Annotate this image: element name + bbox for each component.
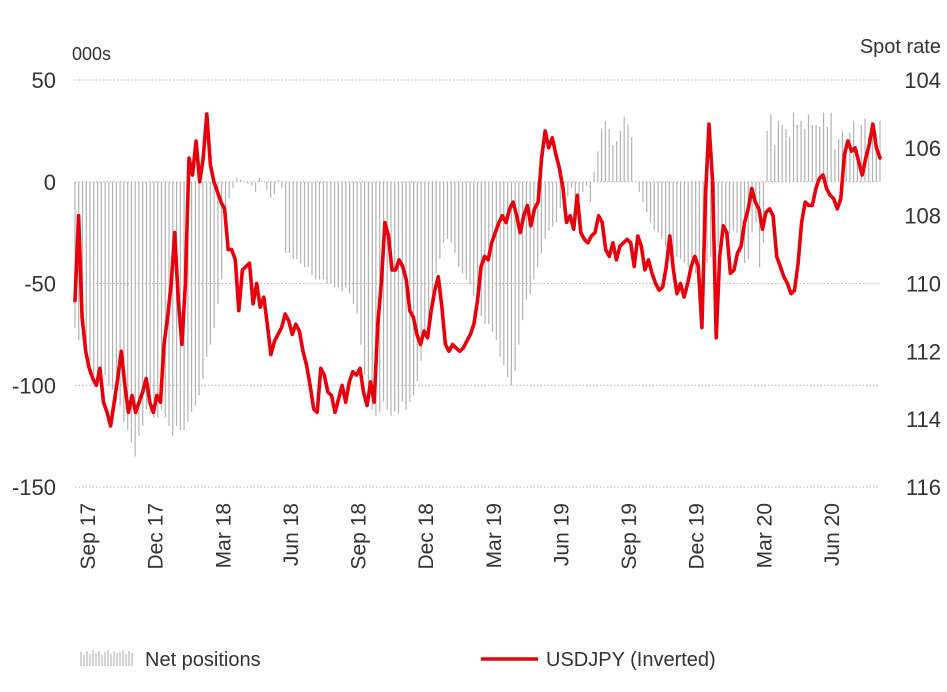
usdjpy-legend-label: USDJPY (Inverted) (546, 649, 716, 671)
x-tick-label: Sep 17 (77, 503, 100, 570)
left-axis-ticks: 50 0 -50 -100 -150 (12, 68, 56, 500)
x-tick-label: Mar 18 (212, 503, 235, 568)
right-tick-label: 104 (904, 68, 941, 93)
left-tick-label: -100 (12, 373, 56, 398)
right-tick-label: 106 (904, 136, 941, 161)
right-tick-label: 110 (906, 272, 941, 297)
right-axis-label: Spot rate (860, 36, 941, 58)
net-positions-legend-label: Net positions (145, 649, 261, 671)
x-tick-label: Jun 20 (821, 503, 844, 566)
right-tick-label: 116 (906, 475, 941, 500)
x-tick-label: Jun 19 (550, 503, 573, 566)
x-tick-label: Dec 19 (686, 503, 709, 570)
left-tick-label: 50 (32, 68, 56, 93)
left-tick-label: -150 (12, 475, 56, 500)
x-tick-label: Mar 20 (753, 503, 776, 568)
x-axis-ticks: Sep 17 Dec 17 Mar 18 Jun 18 Sep 18 Dec 18 Mar … (77, 503, 844, 570)
left-tick-label: 0 (44, 170, 56, 195)
usdjpy-line (73, 112, 882, 428)
right-axis-ticks: 104 106 108 110 112 114 116 (904, 68, 941, 500)
left-axis-label: 000s (72, 44, 111, 64)
legend: Net positions USDJPY (Inverted) (80, 649, 716, 671)
x-tick-label: Jun 18 (280, 503, 303, 566)
right-tick-label: 112 (906, 339, 941, 364)
x-tick-label: Sep 19 (618, 503, 641, 570)
x-tick-label: Dec 17 (145, 503, 168, 570)
x-tick-label: Sep 18 (348, 503, 371, 570)
x-tick-label: Mar 19 (483, 503, 506, 568)
right-tick-label: 114 (906, 407, 941, 432)
net-positions-legend-icon (80, 650, 133, 666)
left-tick-label: -50 (24, 272, 56, 297)
net-positions-bars (74, 112, 881, 457)
x-tick-label: Dec 18 (415, 503, 438, 570)
right-tick-label: 108 (904, 204, 941, 229)
